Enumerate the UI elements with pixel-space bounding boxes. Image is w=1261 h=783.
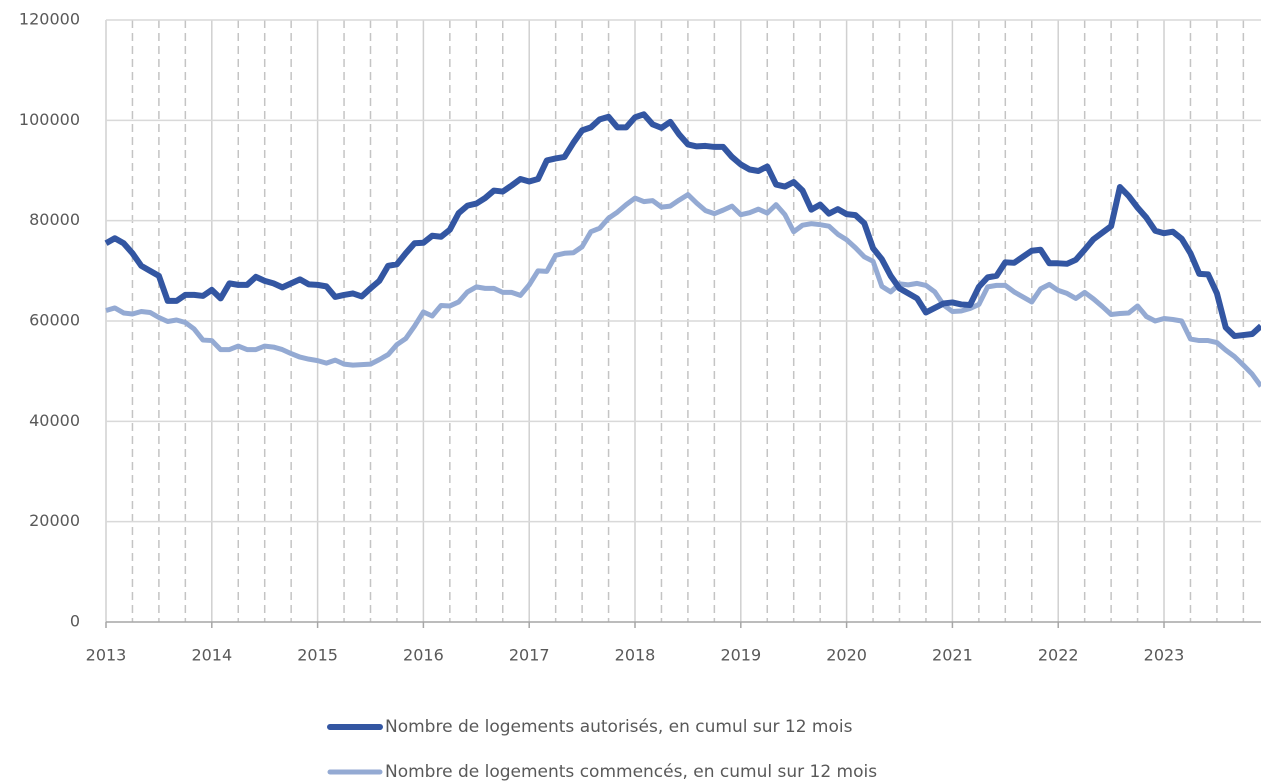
y-tick-label: 120000 (19, 10, 80, 29)
series-line (105, 192, 1261, 388)
legend-label: Nombre de logements commencés, en cumul … (385, 762, 877, 782)
series-line (104, 111, 1261, 340)
legend-label: Nombre de logements autorisés, en cumul … (385, 717, 853, 737)
y-tick-label: 100000 (19, 110, 80, 129)
x-tick-label: 2023 (1144, 646, 1185, 665)
x-tick-label: 2022 (1038, 646, 1079, 665)
y-tick-label: 80000 (29, 210, 80, 229)
x-tick-label: 2017 (509, 646, 550, 665)
x-tick-label: 2021 (932, 646, 973, 665)
x-tick-label: 2014 (191, 646, 232, 665)
x-tick-label: 2019 (720, 646, 761, 665)
y-tick-label: 40000 (29, 411, 80, 430)
x-tick-label: 2013 (86, 646, 127, 665)
y-tick-label: 20000 (29, 511, 80, 530)
y-tick-label: 0 (70, 612, 80, 631)
x-tick-label: 2018 (615, 646, 656, 665)
x-tick-label: 2020 (826, 646, 867, 665)
y-tick-label: 60000 (29, 311, 80, 330)
x-tick-label: 2015 (297, 646, 338, 665)
x-tick-label: 2016 (403, 646, 444, 665)
